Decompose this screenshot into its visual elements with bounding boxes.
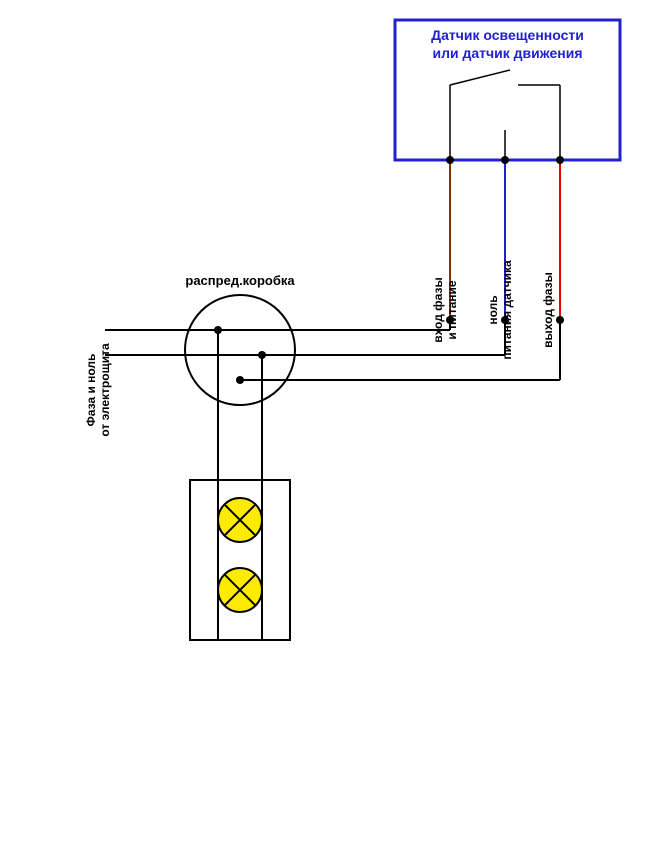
junction-dot	[446, 316, 454, 324]
junction-dot	[556, 316, 564, 324]
junction-dot	[556, 156, 564, 164]
sensor-title-line2: или датчик движения	[432, 45, 582, 61]
svg-text:питания датчика: питания датчика	[500, 260, 514, 360]
svg-text:от электрощита: от электрощита	[98, 343, 112, 437]
sensor-title-line1: Датчик освещенности	[431, 27, 584, 43]
svg-text:выход фазы: выход фазы	[541, 272, 555, 348]
junction-dot	[501, 316, 509, 324]
junction-dot	[258, 351, 266, 359]
junction-box	[185, 295, 295, 405]
supply-label: Фаза и нольот электрощита	[84, 343, 112, 437]
svg-text:вход фазы: вход фазы	[431, 277, 445, 342]
junction-dot	[446, 156, 454, 164]
terminal-label-phase_in: вход фазыи питание	[431, 277, 459, 342]
junction-dot	[214, 326, 222, 334]
junction-dot	[236, 376, 244, 384]
wiring-diagram: Датчик освещенности или датчик движения вх…	[0, 0, 670, 861]
junction-box-label: распред.коробка	[185, 273, 295, 288]
svg-text:ноль: ноль	[486, 295, 500, 324]
junction-dot	[501, 156, 509, 164]
terminal-label-neutral: нольпитания датчика	[486, 260, 514, 360]
svg-text:Фаза и ноль: Фаза и ноль	[84, 354, 98, 427]
terminal-label-phase_out: выход фазы	[541, 272, 555, 348]
